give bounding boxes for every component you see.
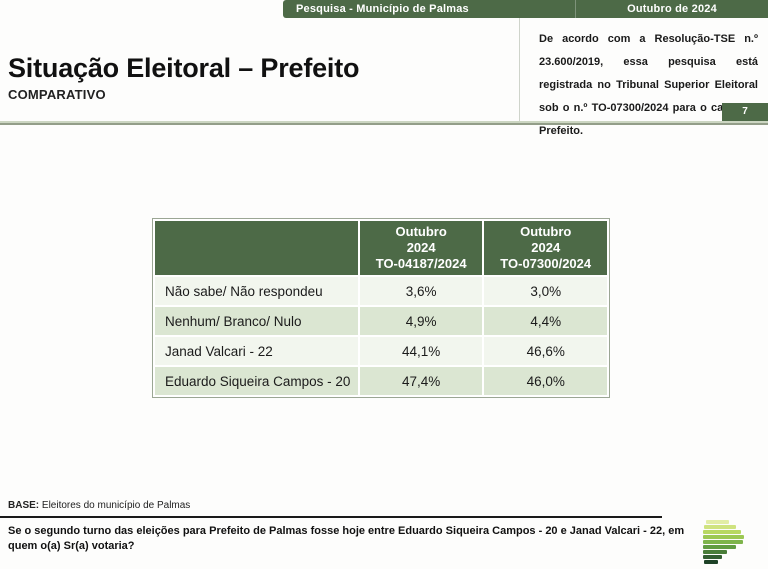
comparison-table: Outubro 2024 TO-04187/2024 Outubro 2024 … bbox=[152, 218, 610, 398]
logo-p-bars-icon bbox=[703, 520, 744, 565]
page-title: Situação Eleitoral – Prefeito bbox=[8, 53, 360, 83]
title-block: Situação Eleitoral – Prefeito COMPARATIV… bbox=[8, 53, 360, 102]
table-row: Não sabe/ Não respondeu 3,6% 3,0% bbox=[155, 277, 607, 305]
registration-note-box: De acordo com a Resolução-TSE n.º 23.600… bbox=[519, 18, 768, 137]
row-label: Janad Valcari - 22 bbox=[155, 337, 358, 365]
top-bar-divider bbox=[575, 0, 576, 18]
row-value: 4,4% bbox=[484, 307, 607, 335]
table-row: Eduardo Siqueira Campos - 20 47,4% 46,0% bbox=[155, 367, 607, 395]
base-note-text: Eleitores do município de Palmas bbox=[39, 500, 191, 511]
top-bar-date-label: Outubro de 2024 bbox=[627, 3, 717, 15]
header-cell-october-04187: Outubro 2024 TO-04187/2024 bbox=[359, 221, 483, 275]
header-divider-rule bbox=[0, 121, 768, 125]
row-label: Não sabe/ Não respondeu bbox=[155, 277, 358, 305]
page-subtitle: COMPARATIVO bbox=[8, 87, 106, 102]
row-value: 3,6% bbox=[359, 277, 483, 305]
header-cell-october-07300: Outubro 2024 TO-07300/2024 bbox=[484, 221, 607, 275]
registration-note-text: De acordo com a Resolução-TSE n.º 23.600… bbox=[539, 33, 758, 137]
row-value: 4,9% bbox=[359, 307, 483, 335]
table-row: Janad Valcari - 22 44,1% 46,6% bbox=[155, 337, 607, 365]
top-bar: Pesquisa - Município de Palmas Outubro d… bbox=[283, 0, 768, 18]
row-value: 3,0% bbox=[484, 277, 607, 305]
row-value: 47,4% bbox=[359, 367, 483, 395]
page-number-badge: 7 bbox=[722, 103, 768, 121]
row-label: Eduardo Siqueira Campos - 20 bbox=[155, 367, 358, 395]
row-value: 46,6% bbox=[484, 337, 607, 365]
row-value: 46,0% bbox=[484, 367, 607, 395]
header-cell-empty bbox=[155, 221, 358, 275]
row-label: Nenhum/ Branco/ Nulo bbox=[155, 307, 358, 335]
top-bar-survey-label: Pesquisa - Município de Palmas bbox=[296, 3, 469, 15]
row-value: 44,1% bbox=[359, 337, 483, 365]
base-note: BASE: Eleitores do município de Palmas bbox=[8, 500, 190, 511]
base-note-label: BASE: bbox=[8, 500, 40, 511]
table-header-row: Outubro 2024 TO-04187/2024 Outubro 2024 … bbox=[155, 221, 607, 275]
footer-divider-rule bbox=[0, 516, 662, 518]
table-row: Nenhum/ Branco/ Nulo 4,9% 4,4% bbox=[155, 307, 607, 335]
survey-question-text: Se o segundo turno das eleições para Pre… bbox=[8, 525, 685, 552]
